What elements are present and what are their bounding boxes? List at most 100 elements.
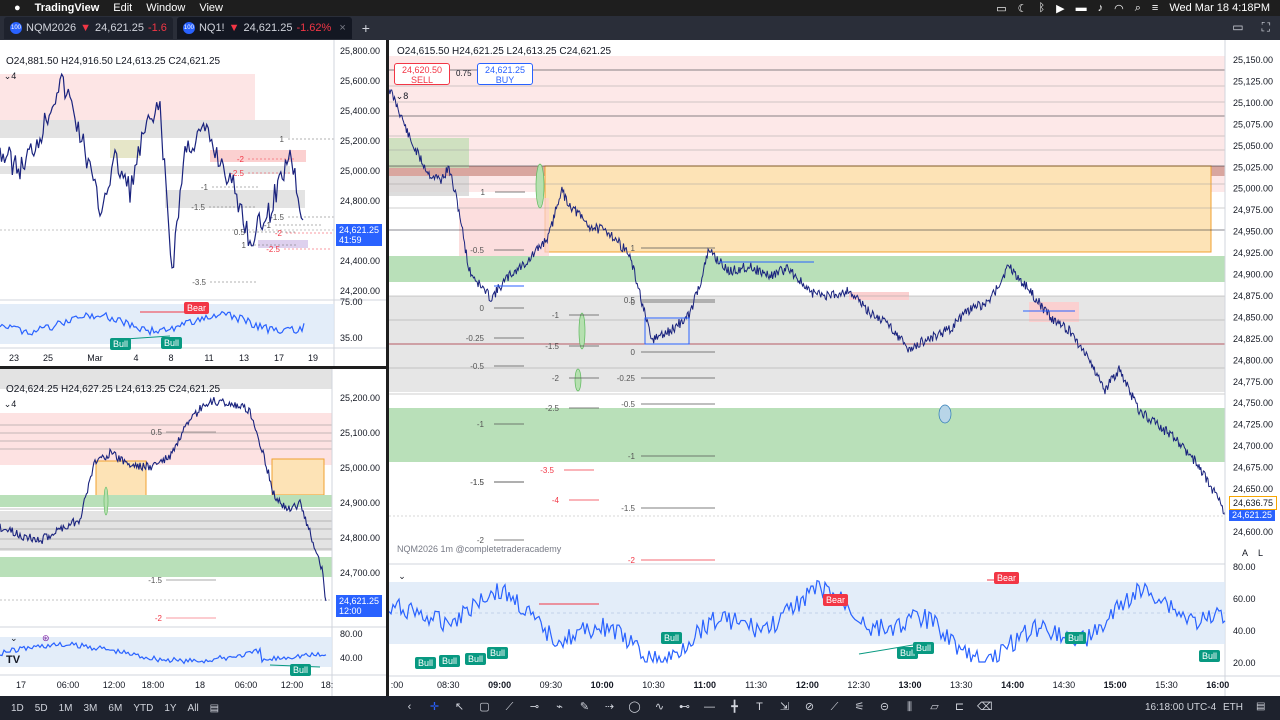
date-range-icon[interactable]: ▤: [209, 702, 220, 714]
pattern-tool-icon[interactable]: ⚟: [854, 701, 865, 713]
ray-tool-icon[interactable]: ⊸: [529, 701, 540, 713]
brush-tool-icon[interactable]: ✎: [579, 701, 590, 713]
time-tick-label: 11: [204, 353, 213, 363]
pane-top-left[interactable]: -1 -1.5 -2 -2.5 0.5 1 -3.5 1 -2 -2.5 -1 -1.5 25,800.…: [0, 40, 386, 366]
menu-edit[interactable]: Edit: [113, 2, 133, 14]
play-icon[interactable]: ▶: [1056, 2, 1065, 15]
demand-zone: [389, 256, 1225, 282]
collapse-oscillator-button[interactable]: ⌄: [398, 571, 406, 581]
collapse-indicators-button[interactable]: ⌄8: [395, 91, 409, 101]
tab-price: 24,621.25: [243, 22, 293, 34]
line-tool-icon[interactable]: ⟋: [505, 701, 514, 713]
ellipse-tool-icon[interactable]: ◯: [628, 701, 641, 713]
cursor-icon[interactable]: ↖: [454, 701, 465, 713]
pane-main[interactable]: 1 -0.5 0 -1 -1.5 -2 -2.5 -3.5 -4 -1.5 -2 -0.25 -0.5 -…: [389, 40, 1280, 696]
range-5d[interactable]: 5D: [34, 702, 48, 714]
close-tab-icon[interactable]: ×: [339, 22, 346, 34]
battery-icon[interactable]: ▬: [1075, 2, 1087, 14]
tab-nq1[interactable]: 100 NQ1! ▼ 24,621.25 -1.62% ×: [176, 17, 352, 39]
path-tool-icon[interactable]: ⌁: [556, 701, 563, 713]
menu-window[interactable]: Window: [146, 2, 186, 14]
price-series: [0, 72, 304, 269]
price-tick-label: 24,800.00: [340, 533, 380, 543]
range-6m[interactable]: 6M: [108, 702, 123, 714]
pane-divider-horizontal[interactable]: [0, 366, 386, 369]
note-tool-icon[interactable]: ▱: [930, 701, 939, 713]
add-tab-icon[interactable]: +: [361, 20, 370, 36]
range-all[interactable]: All: [187, 702, 199, 714]
fib-level-label: -1.5: [191, 203, 205, 212]
layout-icon[interactable]: ▭: [1232, 20, 1244, 34]
time-tick-label: 09:30: [540, 680, 563, 690]
horizontal-line-icon[interactable]: ⊷: [679, 701, 690, 713]
control-center-icon[interactable]: ≡: [1151, 2, 1159, 14]
text-tool-icon[interactable]: T: [756, 701, 763, 713]
time-tick-label: 12:00: [796, 680, 819, 690]
range-3m[interactable]: 3M: [83, 702, 98, 714]
tab-price: 24,621.25: [95, 22, 144, 34]
range-ytd[interactable]: YTD: [133, 702, 154, 714]
top-left-chart[interactable]: -1-1.5-2-2.50.51-3.51-2-2.5-1-1.525,800.…: [0, 40, 386, 366]
menu-view[interactable]: View: [199, 2, 223, 14]
horizontal-ray-icon[interactable]: —: [704, 701, 715, 713]
time-tick-label: 23: [9, 353, 19, 363]
sell-label: SELL: [410, 75, 434, 85]
forecast-icon[interactable]: ⫼: [906, 701, 913, 713]
arrow-tool-icon[interactable]: ⇢: [604, 701, 615, 713]
last-price-label: 24,621.25 41:59: [336, 224, 383, 246]
bottom-left-chart[interactable]: 0.5 -1.5 -2 25,200.00 25,100.00 25,000.00 24,9…: [0, 369, 386, 696]
pane-divider-vertical[interactable]: [386, 40, 389, 696]
time-tick-label: 19: [308, 353, 318, 363]
fib-level-label: -2.5: [545, 404, 559, 413]
price-tick-label: 25,800.00: [340, 46, 380, 56]
crosshair-grid-icon[interactable]: ╋: [731, 701, 738, 713]
apple-menu-icon[interactable]: ●: [14, 2, 21, 14]
wifi-icon[interactable]: ◠: [1114, 2, 1124, 15]
range-1d[interactable]: 1D: [11, 702, 24, 714]
log-scale-button[interactable]: L: [1258, 548, 1264, 558]
time-tick-label: :00: [391, 680, 404, 690]
osc-tick-label: 40.00: [340, 653, 363, 663]
moon-icon[interactable]: ☾: [1017, 2, 1028, 15]
tradingview-logo: TV: [6, 654, 21, 666]
trash-icon[interactable]: ⌫: [977, 701, 993, 713]
fib-level-label: 1: [631, 244, 636, 253]
collapse-indicators-button[interactable]: ⌄4: [3, 71, 17, 81]
price-label-icon[interactable]: ⊏: [954, 701, 965, 713]
fib-level-label: -1.5: [470, 478, 484, 487]
range-1y[interactable]: 1Y: [164, 702, 177, 714]
volume-icon[interactable]: ♪: [1097, 2, 1104, 14]
tab-nqm2026[interactable]: 100 NQM2026 ▼ 24,621.25 -1.6: [4, 17, 173, 39]
position-tool-icon[interactable]: ⊝: [879, 701, 890, 713]
rectangle-tool-icon[interactable]: ▢: [479, 701, 490, 713]
fullscreen-icon[interactable]: ⛶: [1261, 20, 1270, 34]
crosshair-icon[interactable]: ✛: [429, 701, 440, 713]
measure-tool-icon[interactable]: ⇲: [779, 701, 790, 713]
auto-scale-button[interactable]: A: [1242, 548, 1249, 558]
ohlc-readout: O24,615.50 H24,621.25 L24,613.25 C24,621…: [397, 46, 612, 57]
scroll-left-icon[interactable]: ‹: [407, 701, 412, 713]
search-icon[interactable]: ⌕: [1134, 1, 1141, 14]
pane-bottom-left[interactable]: 0.5 -1.5 -2 25,200.00 25,100.00 25,000.00 24,9…: [0, 369, 386, 696]
fib-tool-icon[interactable]: ⟋: [830, 701, 839, 713]
tab-arrow: ▼: [80, 22, 92, 34]
magnet-icon[interactable]: ⊘: [804, 701, 815, 713]
collapse-indicators-button[interactable]: ⌄4: [3, 399, 17, 409]
fib-level-label: -3.5: [192, 278, 206, 287]
buy-button[interactable]: 24,621.25 BUY: [477, 63, 533, 85]
bluetooth-icon[interactable]: ᛒ: [1038, 2, 1046, 14]
last-price: 24,621.25: [339, 225, 380, 235]
app-menu[interactable]: TradingView: [34, 2, 100, 14]
range-1m[interactable]: 1M: [58, 702, 73, 714]
indicator-count: 8: [403, 91, 409, 101]
indicator-count: 4: [11, 71, 17, 81]
price-tick-label: 24,650.00: [1233, 484, 1273, 494]
volume-ellipse: [938, 404, 952, 424]
session-toggle[interactable]: ETH: [1223, 702, 1243, 713]
sell-button[interactable]: 24,620.50 SELL: [394, 63, 450, 85]
curve-tool-icon[interactable]: ∿: [654, 701, 665, 713]
layout-settings-icon[interactable]: ▤: [1256, 701, 1266, 712]
price-axis-bg: [334, 40, 386, 366]
camera-icon[interactable]: ▭: [996, 2, 1007, 15]
volume-ellipse: [103, 486, 109, 516]
